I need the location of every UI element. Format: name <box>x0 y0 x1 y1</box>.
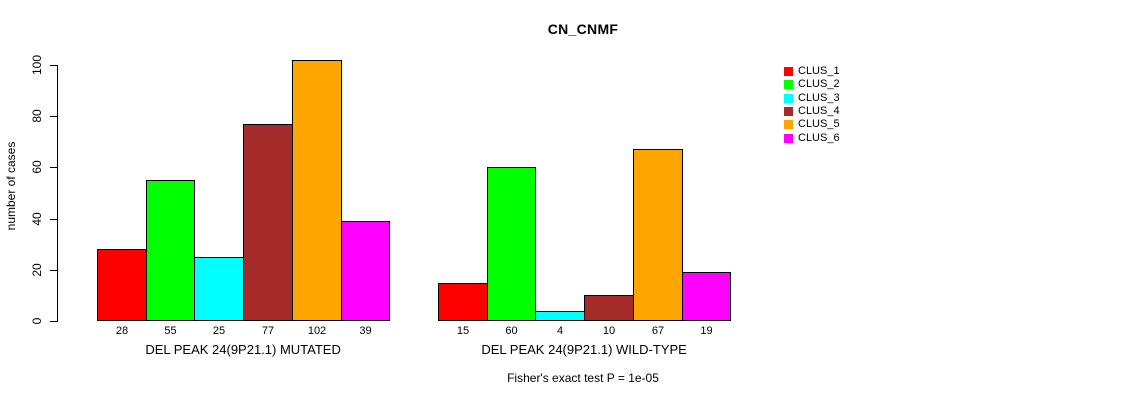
bar-value-label: 10 <box>602 325 616 337</box>
bar-clus_2-group1 <box>146 180 195 321</box>
legend-label: CLUS_6 <box>798 131 840 144</box>
y-tick-mark <box>50 167 57 168</box>
legend-item: CLUS_5 <box>784 118 840 131</box>
bar-clus_4-group2 <box>584 295 634 321</box>
legend-label: CLUS_3 <box>798 91 840 104</box>
bar-clus_5-group2 <box>633 149 683 321</box>
legend-swatch <box>784 93 793 103</box>
chart-title: CN_CNMF <box>547 21 619 37</box>
y-tick-label: 80 <box>30 109 44 123</box>
bar-clus_1-group2 <box>438 283 488 321</box>
bar-clus_6-group1 <box>341 221 390 321</box>
bar-value-label: 4 <box>556 325 564 337</box>
legend-swatch <box>784 107 793 117</box>
bar-clus_5-group1 <box>292 60 342 321</box>
bar-value-label: 102 <box>307 325 327 337</box>
legend-item: CLUS_1 <box>784 65 840 78</box>
y-axis-line <box>57 65 58 322</box>
bar-value-label: 25 <box>212 325 226 337</box>
bar-clus_2-group2 <box>487 167 536 321</box>
bar-value-label: 55 <box>164 325 177 337</box>
y-tick-mark <box>50 65 57 66</box>
y-tick-mark <box>50 219 57 220</box>
legend-swatch <box>784 80 793 90</box>
bar-value-label: 19 <box>700 325 713 337</box>
legend-swatch <box>784 133 793 143</box>
bar-value-label: 77 <box>261 325 275 337</box>
y-tick-mark <box>50 116 57 117</box>
legend-label: CLUS_1 <box>798 65 840 77</box>
bar-clus_1-group1 <box>97 249 147 321</box>
legend: CLUS_1 CLUS_2 CLUS_3 CLUS_4 CLUS_5 CLUS_6 <box>784 65 840 145</box>
y-tick-label: 40 <box>30 212 44 226</box>
legend-label: CLUS_2 <box>798 78 840 91</box>
y-tick-label: 20 <box>30 263 44 277</box>
legend-item: CLUS_6 <box>784 132 840 145</box>
y-tick-label: 100 <box>30 54 44 76</box>
bar-clus_4-group1 <box>243 124 293 321</box>
y-tick-label: 0 <box>30 317 44 325</box>
bar-value-label: 67 <box>651 325 665 337</box>
legend-swatch <box>784 120 793 130</box>
legend-item: CLUS_4 <box>784 105 840 118</box>
fisher-test-annotation: Fisher's exact test P = 1e-05 <box>507 371 659 385</box>
legend-label: CLUS_4 <box>798 104 840 117</box>
bar-clus_3-group1 <box>194 257 244 321</box>
y-axis-title: number of cases <box>4 141 18 231</box>
bar-value-label: 60 <box>505 325 518 337</box>
y-tick-label: 60 <box>30 160 44 174</box>
legend-item: CLUS_3 <box>784 92 840 105</box>
bar-clus_6-group2 <box>682 272 731 321</box>
bar-value-label: 15 <box>456 325 470 337</box>
y-tick-mark <box>50 321 57 322</box>
group-label: DEL PEAK 24(9P21.1) MUTATED <box>145 342 341 357</box>
y-tick-mark <box>50 270 57 271</box>
legend-label: CLUS_5 <box>798 118 840 131</box>
bar-value-label: 28 <box>115 325 129 337</box>
legend-item: CLUS_2 <box>784 78 840 91</box>
legend-swatch <box>784 67 793 77</box>
bar-value-label: 39 <box>359 325 372 337</box>
bar-clus_3-group2 <box>535 311 585 321</box>
group-label: DEL PEAK 24(9P21.1) WILD-TYPE <box>481 342 687 357</box>
